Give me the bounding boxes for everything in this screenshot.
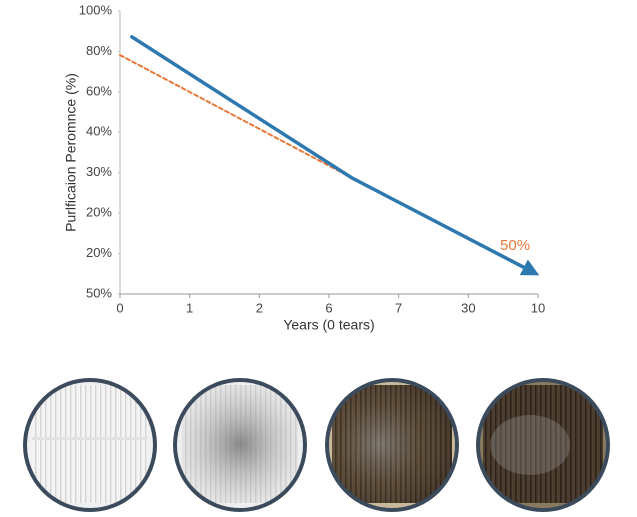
x-tick-label: 7 — [395, 300, 402, 315]
series-line — [130, 35, 540, 276]
y-tick-label: 20% — [86, 245, 112, 260]
x-tick-label: 6 — [325, 300, 332, 315]
y-tick-label: 60% — [86, 83, 112, 98]
y-tick-label: 20% — [86, 205, 112, 220]
x-tick-label: 0 — [116, 300, 123, 315]
y-tick-label: 100% — [79, 2, 113, 17]
y-tick-label: 30% — [86, 164, 112, 179]
filter-images — [23, 378, 610, 512]
y-axis-title: Purlficaion Peromnce (%) — [63, 73, 79, 232]
annotation: 50% — [500, 237, 530, 254]
filter-clean — [26, 381, 154, 509]
y-tick-label: 50% — [86, 285, 112, 300]
frame — [23, 378, 157, 512]
frame — [476, 378, 610, 512]
x-axis-title: Years (0 tears) — [283, 317, 374, 333]
y-tick-label: 80% — [86, 43, 112, 58]
x-tick-label: 10 — [531, 300, 545, 315]
frame — [325, 378, 459, 512]
x-tick-label: 2 — [256, 300, 263, 315]
filter-dirty — [328, 381, 456, 509]
y-tick-label: 40% — [86, 124, 112, 139]
plot-area: 100% 80% 60% 40% 30% 20% 20% 50% 0 1 2 6 7 30 10 Years … — [63, 2, 546, 332]
frame — [173, 378, 307, 512]
filter-very-dirty — [479, 381, 607, 509]
x-tick-label: 1 — [186, 300, 193, 315]
x-tick-label: 30 — [461, 300, 475, 315]
filter-light-dust — [176, 381, 304, 509]
